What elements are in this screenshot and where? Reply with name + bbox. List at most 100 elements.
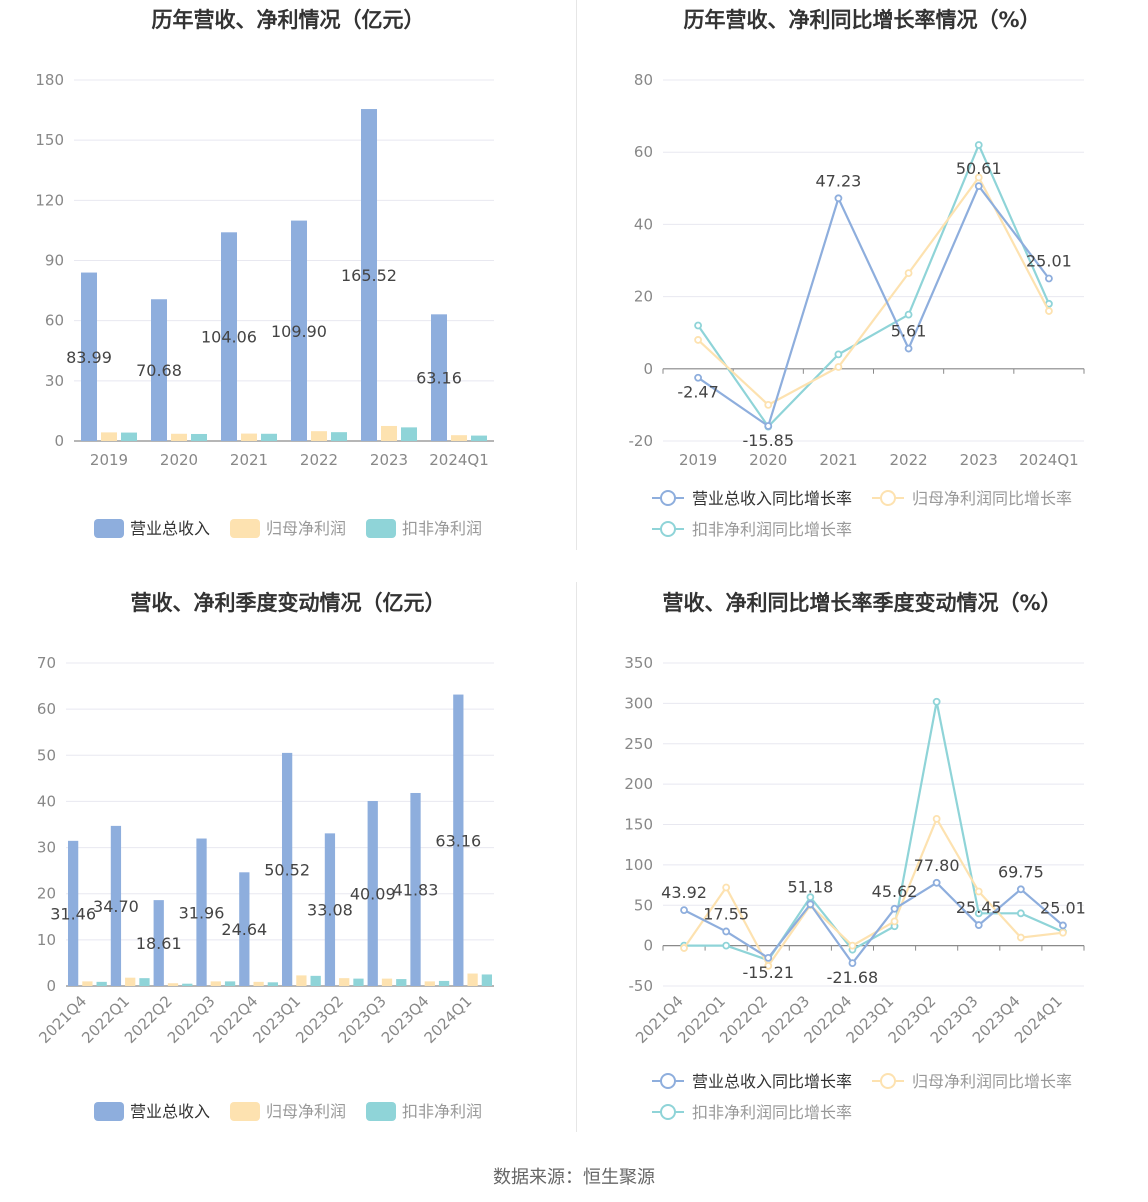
bar [221, 232, 237, 441]
bar [82, 981, 93, 986]
data-label: 63.16 [435, 831, 481, 850]
legend-label: 营业总收入同比增长率 [692, 489, 852, 508]
y-tick-label: 250 [624, 735, 653, 753]
data-point [764, 422, 773, 430]
legend-item: 营业总收入 [94, 519, 210, 538]
data-point [1059, 928, 1067, 937]
y-tick-label: 150 [35, 131, 64, 149]
y-tick-label: 20 [37, 885, 56, 903]
chart-title: 营收、净利季度变动情况（亿元） [130, 591, 446, 615]
bar [331, 432, 347, 441]
data-label: 5.61 [891, 322, 927, 341]
y-tick-label: 100 [624, 856, 653, 874]
data-label: 109.90 [271, 322, 327, 341]
data-label: 31.96 [179, 903, 225, 922]
y-tick-label: 60 [45, 312, 64, 330]
y-tick-label: 0 [643, 937, 653, 955]
y-tick-label: 90 [45, 252, 64, 270]
legend-label: 扣非净利润 [402, 519, 482, 538]
data-point [680, 944, 688, 952]
legend-label: 营业总收入同比增长率 [692, 1072, 852, 1091]
series-line [697, 142, 1050, 429]
y-tick-label: 0 [54, 432, 64, 450]
bar [381, 978, 393, 986]
y-tick-label: 150 [624, 816, 653, 834]
column-divider-top [576, 0, 577, 550]
quarterly-revenue-profit-panel: 营收、净利季度变动情况（亿元） 0 10 20 30 40 50 60 70 31.46 34.7… [0, 582, 576, 1142]
bar [171, 433, 187, 441]
bar [310, 975, 321, 986]
data-point [974, 182, 983, 190]
chart-title: 历年营收、净利同比增长率情况（%） [683, 8, 1041, 32]
bar [125, 977, 136, 986]
data-label: 50.52 [264, 860, 310, 879]
legend-item: 归母净利润同比增长率 [872, 1072, 1072, 1091]
bar [381, 425, 397, 441]
y-tick-label: 180 [35, 71, 64, 89]
data-point [834, 194, 843, 203]
x-tick-label: 2019 [679, 451, 717, 469]
data-label: -21.68 [827, 968, 879, 987]
data-label: 47.23 [816, 171, 862, 190]
bar [182, 983, 193, 986]
bar [253, 981, 264, 986]
series-line [697, 183, 1050, 428]
data-point [764, 400, 773, 409]
legend-label: 扣非净利润 [402, 1102, 482, 1121]
y-tick-label: 30 [37, 839, 56, 857]
data-label: 25.45 [956, 898, 1002, 917]
bar [210, 981, 221, 986]
legend-item: 扣非净利润同比增长率 [652, 1103, 852, 1122]
bar [281, 752, 293, 986]
data-point [680, 906, 688, 915]
y-tick-label: 0 [643, 360, 653, 378]
x-tick-label: 2020 [160, 451, 198, 469]
series-line [683, 816, 1064, 968]
data-point [974, 173, 983, 182]
data-label: 25.01 [1040, 898, 1086, 917]
data-label: 51.18 [787, 877, 833, 896]
data-point [974, 141, 983, 149]
legend-item: 归母净利润同比增长率 [872, 489, 1072, 508]
y-tick-label: 60 [37, 700, 56, 718]
bar [291, 220, 307, 441]
data-point [1045, 274, 1053, 283]
annual-growth-chart: -20 0 20 40 60 80 -2.47 -15.85 47.23 5.61 50.61 25.… [629, 71, 1085, 539]
x-tick-label: 2019 [90, 451, 128, 469]
data-label: 24.64 [221, 920, 267, 939]
bar [424, 981, 435, 986]
bar [410, 792, 421, 986]
data-point [974, 909, 983, 918]
y-tick-label: 20 [634, 288, 653, 306]
data-label: 41.83 [393, 880, 439, 899]
y-tick-label: -50 [629, 977, 654, 995]
legend-label: 扣非净利润同比增长率 [692, 1103, 852, 1122]
data-point [1016, 933, 1025, 942]
bar [191, 433, 207, 441]
legend-label: 归母净利润 [266, 519, 346, 538]
bar [311, 431, 327, 441]
legend-swatch [366, 519, 396, 538]
column-divider-bottom [576, 582, 577, 1132]
bar [96, 981, 107, 986]
data-label: 104.06 [201, 328, 257, 347]
data-label: -15.21 [742, 963, 794, 982]
bar [453, 694, 464, 986]
y-tick-label: 30 [45, 372, 64, 390]
data-point [904, 269, 913, 278]
bar [431, 314, 447, 441]
bar [139, 978, 150, 986]
bar [224, 981, 236, 986]
data-point [764, 961, 773, 970]
x-tick-label: 2024Q1 [1019, 451, 1079, 469]
y-tick-label: 50 [634, 896, 653, 914]
data-point [932, 697, 941, 706]
data-point [764, 954, 773, 962]
data-point [904, 310, 913, 319]
data-label: -2.47 [677, 383, 718, 402]
bar [471, 435, 487, 441]
data-point [1045, 307, 1053, 315]
data-point [722, 927, 731, 936]
data-point [722, 941, 731, 950]
legend-swatch [230, 1102, 260, 1121]
